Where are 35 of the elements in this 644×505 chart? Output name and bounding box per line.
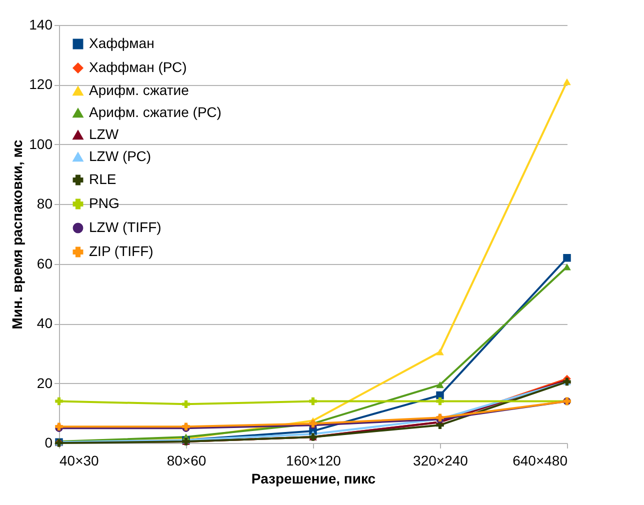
- legend-label: Арифм. сжатие (РС): [89, 104, 222, 120]
- y-tick-label: 0: [44, 434, 53, 450]
- y-tick-label: 20: [36, 374, 53, 391]
- legend-label: Арифм. сжатие: [89, 82, 190, 98]
- point: [182, 400, 190, 408]
- legend-label: LZW (TIFF): [89, 219, 162, 235]
- x-tick-label: 80×60: [166, 452, 206, 468]
- legend-label: Хаффман: [89, 35, 154, 51]
- point: [436, 381, 444, 388]
- y-tick-label: 80: [36, 196, 53, 212]
- point: [436, 391, 444, 400]
- legend-label: LZW: [89, 126, 120, 142]
- point: [55, 397, 63, 406]
- point: [436, 348, 444, 356]
- legend-label: RLE: [89, 171, 116, 187]
- x-axis-title: Разрешение, пикс: [251, 470, 376, 486]
- y-tick-label: 40: [36, 315, 53, 332]
- x-tick-label: 640×480: [512, 452, 568, 468]
- point: [436, 397, 444, 406]
- point: [563, 254, 571, 262]
- point: [563, 263, 571, 270]
- y-tick-label: 120: [29, 76, 53, 92]
- point: [563, 78, 571, 86]
- y-tick-label: 100: [29, 136, 53, 152]
- x-tick-label: 320×240: [413, 452, 468, 468]
- legend-label: LZW (РС): [89, 148, 152, 164]
- x-tick-label: 40×30: [60, 452, 100, 468]
- y-tick-label: 140: [29, 16, 53, 32]
- legend-label: PNG: [89, 195, 120, 211]
- legend-label: ZIP (TIFF): [89, 243, 154, 259]
- point: [309, 397, 317, 406]
- x-tick-label: 160×120: [286, 452, 342, 468]
- y-axis-title: Мин. время распаковки, мс: [9, 140, 26, 330]
- legend-label: Хаффман (РС): [89, 59, 187, 75]
- y-tick-label: 60: [36, 255, 53, 272]
